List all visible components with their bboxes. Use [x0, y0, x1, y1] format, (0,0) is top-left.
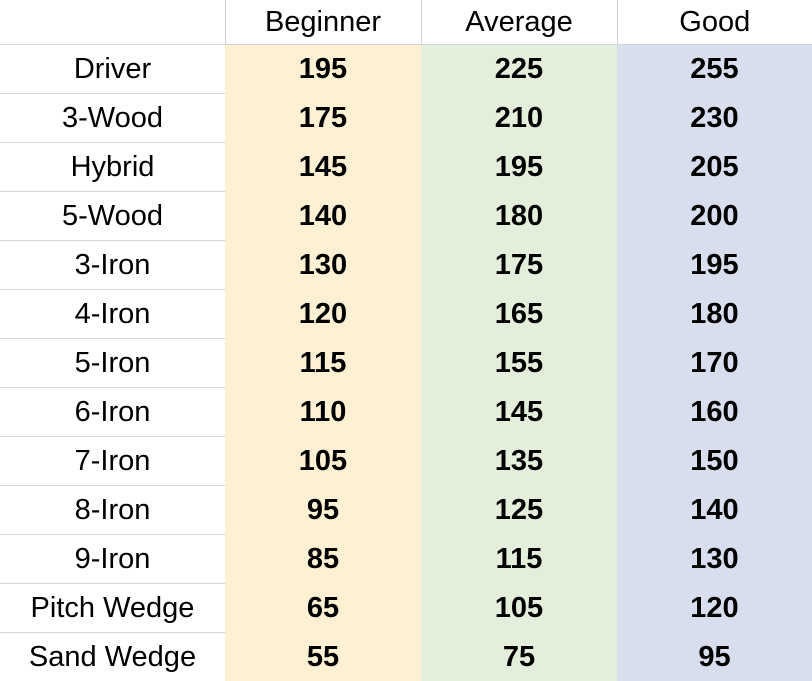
distance-cell-good: 130: [617, 535, 812, 584]
distance-cell-good: 170: [617, 339, 812, 388]
distance-cell-good: 120: [617, 584, 812, 633]
distance-cell-average: 155: [421, 339, 617, 388]
header-row: Beginner Average Good: [0, 0, 812, 45]
distance-cell-beginner: 55: [225, 633, 421, 681]
club-label: 8-Iron: [0, 486, 225, 535]
distance-cell-beginner: 65: [225, 584, 421, 633]
club-label: 4-Iron: [0, 290, 225, 339]
distance-cell-good: 195: [617, 241, 812, 290]
distance-cell-average: 105: [421, 584, 617, 633]
distance-cell-good: 150: [617, 437, 812, 486]
distance-cell-beginner: 195: [225, 45, 421, 94]
club-label: 9-Iron: [0, 535, 225, 584]
club-label: Sand Wedge: [0, 633, 225, 681]
distance-cell-average: 210: [421, 94, 617, 143]
club-label: 6-Iron: [0, 388, 225, 437]
distance-cell-average: 195: [421, 143, 617, 192]
club-label: 7-Iron: [0, 437, 225, 486]
distance-cell-good: 205: [617, 143, 812, 192]
distance-cell-average: 180: [421, 192, 617, 241]
distance-cell-average: 225: [421, 45, 617, 94]
distance-cell-beginner: 175: [225, 94, 421, 143]
header-corner: [0, 0, 225, 45]
club-label: Driver: [0, 45, 225, 94]
club-label: 3-Wood: [0, 94, 225, 143]
distance-cell-average: 165: [421, 290, 617, 339]
distance-cell-average: 115: [421, 535, 617, 584]
header-average: Average: [421, 0, 617, 45]
distance-cell-beginner: 130: [225, 241, 421, 290]
distance-cell-beginner: 140: [225, 192, 421, 241]
distance-cell-average: 125: [421, 486, 617, 535]
distance-cell-beginner: 115: [225, 339, 421, 388]
distance-cell-average: 135: [421, 437, 617, 486]
distance-cell-beginner: 120: [225, 290, 421, 339]
distance-cell-good: 140: [617, 486, 812, 535]
distance-cell-beginner: 110: [225, 388, 421, 437]
distance-cell-good: 95: [617, 633, 812, 681]
club-label: Pitch Wedge: [0, 584, 225, 633]
distance-cell-average: 145: [421, 388, 617, 437]
distance-cell-good: 200: [617, 192, 812, 241]
distance-cell-good: 230: [617, 94, 812, 143]
distance-cell-good: 255: [617, 45, 812, 94]
distance-cell-beginner: 95: [225, 486, 421, 535]
header-beginner: Beginner: [225, 0, 421, 45]
distance-cell-beginner: 105: [225, 437, 421, 486]
club-label: 5-Iron: [0, 339, 225, 388]
distance-cell-beginner: 85: [225, 535, 421, 584]
distance-cell-beginner: 145: [225, 143, 421, 192]
header-good: Good: [617, 0, 812, 45]
distance-cell-average: 175: [421, 241, 617, 290]
club-label: 3-Iron: [0, 241, 225, 290]
club-label: 5-Wood: [0, 192, 225, 241]
distance-cell-good: 180: [617, 290, 812, 339]
distance-cell-good: 160: [617, 388, 812, 437]
club-label: Hybrid: [0, 143, 225, 192]
distance-cell-average: 75: [421, 633, 617, 681]
